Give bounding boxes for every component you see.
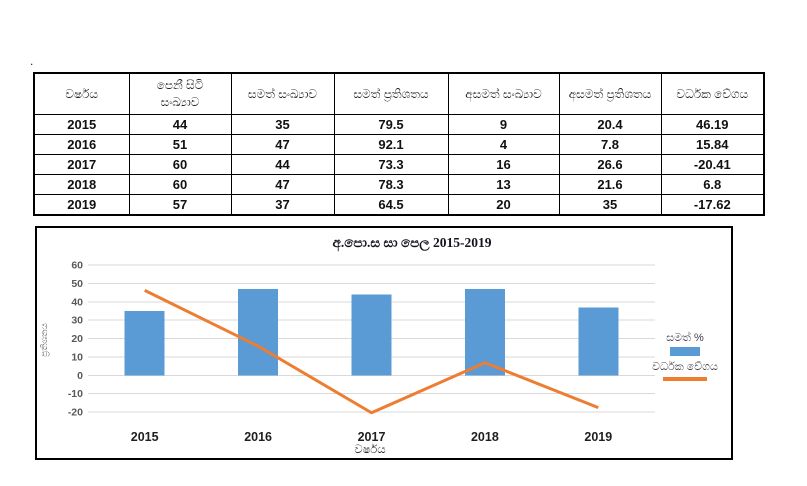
x-category-label: 2015 [131, 430, 159, 444]
table-cell: 44 [128, 114, 232, 135]
column-header: වර්ධක වේගය [660, 72, 765, 115]
table-cell: 47 [230, 174, 335, 195]
column-header: සමත් සංඛ්‍යාව [230, 72, 335, 115]
table-row: 2019 57 37 64.5 20 35 -17.62 [33, 194, 765, 216]
legend-label-pass-series: සමත් % [666, 332, 704, 344]
table-cell: 57 [128, 194, 232, 216]
column-header: අසමත් ප්‍රතිශතය [558, 72, 662, 115]
table-cell: 7.8 [558, 134, 662, 155]
table-cell: 60 [128, 154, 232, 175]
y-tick-label: 30 [71, 315, 83, 327]
legend-swatch-bar-series [670, 347, 700, 356]
table-cell: 78.3 [333, 174, 449, 195]
y-tick-label: 40 [71, 296, 83, 308]
table-cell: 4 [447, 134, 560, 155]
table-cell: 15.84 [660, 134, 765, 155]
table-row: 2018 60 47 78.3 13 21.6 6.8 [33, 174, 765, 195]
chart: 60 50 40 30 20 10 0 -10 -20 2015 2016 2017 2018 2019 … [35, 226, 733, 460]
table-cell: 6.8 [660, 174, 765, 195]
x-category-label: 2016 [244, 430, 272, 444]
table-cell: 79.5 [333, 114, 449, 135]
bar [464, 288, 505, 376]
table-row: 2017 60 44 73.3 16 26.6 -20.41 [33, 154, 765, 175]
table-cell: 16 [447, 154, 560, 175]
table-cell: 46.19 [660, 114, 765, 135]
table-cell: 20.4 [558, 114, 662, 135]
x-axis-title: වර්ෂය [354, 444, 386, 456]
y-tick-label: 10 [71, 351, 83, 363]
table-cell: 92.1 [333, 134, 449, 155]
table-cell: 64.5 [333, 194, 449, 216]
column-header: සමත් ප්‍රතිශතය [333, 72, 449, 115]
table-cell: 44 [230, 154, 335, 175]
x-category-label: 2018 [471, 430, 499, 444]
table-row: 2015 44 35 79.5 9 20.4 46.19 [33, 114, 765, 135]
table-cell: 13 [447, 174, 560, 195]
table-cell: 35 [230, 114, 335, 135]
stray-mark: . [30, 54, 34, 68]
y-axis-title: ප්‍රතිශතය [39, 323, 49, 357]
bar [351, 294, 392, 376]
bar [238, 288, 279, 376]
table-cell: 26.6 [558, 154, 662, 175]
y-tick-label: 60 [71, 260, 83, 272]
table-cell: 2016 [33, 134, 130, 155]
table-cell: 60 [128, 174, 232, 195]
y-tick-label: 20 [71, 333, 83, 345]
table-row: 2016 51 47 92.1 4 7.8 15.84 [33, 134, 765, 155]
table-body: 2015 44 35 79.5 9 20.4 46.19 2016 51 47 92.1 4 7.8 15… [33, 114, 765, 216]
table-cell: 20 [447, 194, 560, 216]
bar [124, 310, 165, 376]
y-tick-label: -10 [68, 388, 83, 400]
table-cell: 21.6 [558, 174, 662, 195]
table-cell: 2019 [33, 194, 130, 216]
table-cell: 2018 [33, 174, 130, 195]
y-tick-label: 50 [71, 278, 83, 290]
column-header: අසමත් සංඛ්‍යාව [447, 72, 560, 115]
table-cell: 9 [447, 114, 560, 135]
table-header-row: වර්ෂය පෙනී සිටි සංඛ්‍යාව සමත් සංඛ්‍යාව සමත්… [33, 72, 765, 115]
chart-canvas: 60 50 40 30 20 10 0 -10 -20 2015 2016 2017 2018 2019 [68, 260, 655, 444]
legend-label-growth-series: වර්ධක වේගය [652, 361, 718, 373]
results-table: වර්ෂය පෙනී සිටි සංඛ්‍යාව සමත් සංඛ්‍යාව සමත්… [33, 72, 765, 216]
table-cell: 51 [128, 134, 232, 155]
y-tick-label: 0 [77, 370, 83, 382]
y-tick-label: -20 [68, 407, 83, 419]
chart-legend: සමත් % වර්ධක වේගය [635, 331, 735, 381]
growth-line [144, 289, 599, 415]
legend-swatch-line-series [663, 377, 707, 381]
column-header: වර්ෂය [33, 72, 130, 115]
column-header: පෙනී සිටි සංඛ්‍යාව [128, 72, 232, 115]
x-category-label: 2019 [584, 430, 612, 444]
table-cell: 2017 [33, 154, 130, 175]
table-cell: 35 [558, 194, 662, 216]
table-cell: 2015 [33, 114, 130, 135]
table-cell: 73.3 [333, 154, 449, 175]
table-cell: -20.41 [660, 154, 765, 175]
x-category-label: 2017 [358, 430, 386, 444]
bar [578, 307, 619, 376]
table-cell: 37 [230, 194, 335, 216]
table-cell: -17.62 [660, 194, 765, 216]
chart-title: අ.පො.ස සා පෙල 2015-2019 [332, 235, 492, 250]
table-cell: 47 [230, 134, 335, 155]
